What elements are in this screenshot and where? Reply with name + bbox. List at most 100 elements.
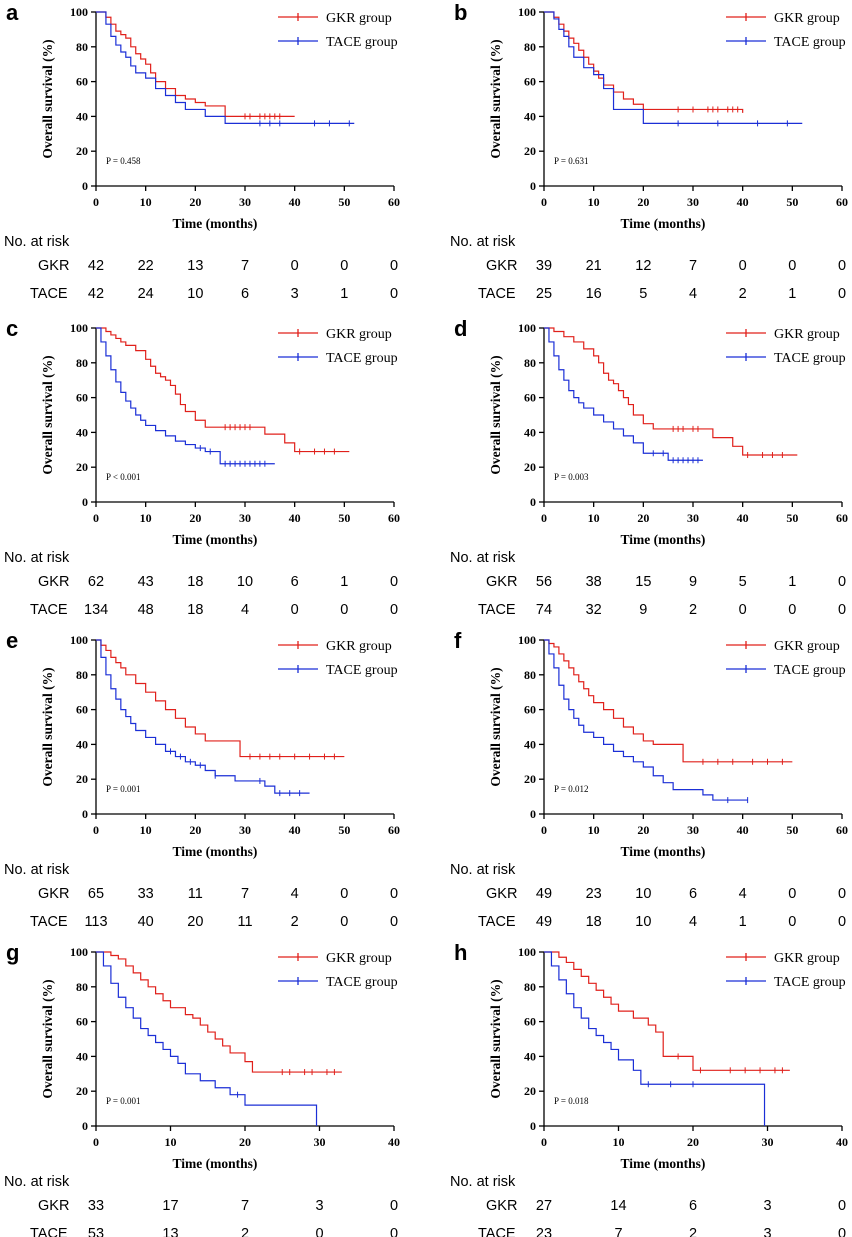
risk-value: 62 [87, 574, 105, 590]
y-tick-label: 20 [524, 772, 536, 786]
panel-letter: h [454, 940, 467, 965]
x-tick-label: 20 [637, 511, 649, 525]
risk-value: 48 [137, 602, 154, 618]
panel-letter: a [6, 0, 19, 25]
risk-value: 0 [389, 886, 399, 902]
risk-value: 0 [837, 1226, 847, 1237]
x-tick-label: 10 [165, 1135, 177, 1149]
risk-value: 0 [837, 886, 847, 902]
gkr-legend-label: GKR group [326, 639, 392, 654]
y-axis-label: Overall survival (%) [40, 355, 55, 474]
risk-value: 49 [535, 914, 553, 930]
y-tick-label: 100 [70, 945, 88, 959]
y-tick-label: 0 [530, 807, 536, 821]
x-tick-label: 30 [239, 823, 251, 837]
x-axis-label: Time (months) [173, 844, 258, 859]
x-tick-label: 30 [239, 511, 251, 525]
y-tick-label: 0 [82, 807, 88, 821]
y-axis-label: Overall survival (%) [488, 979, 503, 1098]
risk-value: 1 [340, 286, 349, 302]
x-tick-label: 10 [588, 511, 600, 525]
y-tick-label: 40 [76, 1049, 88, 1063]
x-axis-label: Time (months) [621, 1156, 706, 1171]
km-chart-a: a 0 20 40 60 80 100 0 10 20 30 40 50 60 Time (months) O… [6, 0, 400, 231]
km-panel-g: g 0 20 40 60 80 100 0 10 20 30 40 Time (months) Overa… [0, 940, 426, 1237]
y-tick-label: 60 [524, 391, 536, 405]
risk-value: 2 [290, 914, 299, 930]
x-axis-label: Time (months) [173, 532, 258, 547]
risk-value: 0 [340, 258, 349, 274]
km-panel-f: f 0 20 40 60 80 100 0 10 20 30 40 50 60 Time (months) O… [448, 628, 852, 930]
x-tick-label: 20 [189, 511, 201, 525]
risk-value: 2 [738, 286, 747, 302]
y-tick-label: 20 [524, 460, 536, 474]
km-chart-d: d 0 20 40 60 80 100 0 10 20 30 40 50 60 Time (months) O… [454, 316, 848, 547]
tace-survival-curve [96, 639, 310, 794]
y-tick-label: 20 [524, 144, 536, 158]
risk-value: 1 [738, 914, 747, 930]
x-tick-label: 0 [93, 1135, 99, 1149]
risk-table-title: No. at risk [450, 1174, 516, 1190]
x-tick-label: 60 [836, 823, 848, 837]
risk-row-label-gkr: GKR [38, 886, 70, 902]
risk-value: 27 [535, 1198, 553, 1214]
y-axis-label: Overall survival (%) [40, 979, 55, 1098]
x-tick-label: 40 [737, 511, 749, 525]
risk-value: 0 [389, 602, 399, 618]
risk-value: 32 [585, 602, 602, 618]
risk-value: 43 [137, 574, 154, 590]
x-axis-label: Time (months) [173, 1156, 258, 1171]
risk-value: 0 [315, 1226, 324, 1237]
risk-value: 2 [688, 1226, 698, 1237]
x-axis-label: Time (months) [621, 844, 706, 859]
x-tick-label: 40 [737, 195, 749, 209]
y-tick-label: 60 [76, 75, 88, 89]
x-tick-label: 0 [93, 195, 99, 209]
risk-value: 7 [240, 886, 250, 902]
x-tick-label: 0 [93, 511, 99, 525]
risk-value: 0 [340, 886, 349, 902]
risk-value: 3 [290, 286, 299, 302]
risk-value: 0 [389, 286, 399, 302]
x-tick-label: 40 [289, 195, 301, 209]
x-tick-label: 50 [338, 511, 350, 525]
risk-value: 0 [788, 886, 797, 902]
risk-row-label-tace: TACE [30, 602, 68, 618]
y-axis-label: Overall survival (%) [488, 667, 503, 786]
risk-value: 113 [84, 914, 108, 930]
p-value: P = 0.001 [106, 1096, 141, 1106]
risk-value: 13 [187, 258, 204, 274]
risk-value: 14 [610, 1198, 627, 1214]
tace-legend-label: TACE group [326, 35, 398, 50]
x-tick-label: 60 [388, 511, 400, 525]
risk-value: 5 [639, 286, 648, 302]
risk-value: 11 [187, 886, 203, 902]
risk-value: 40 [137, 914, 154, 930]
gkr-legend-label: GKR group [774, 951, 840, 966]
y-tick-label: 60 [76, 703, 88, 717]
risk-value: 33 [87, 1198, 105, 1214]
gkr-survival-curve [96, 11, 295, 117]
x-tick-label: 30 [239, 195, 251, 209]
km-panel-a: a 0 20 40 60 80 100 0 10 20 30 40 50 60 Time (months) O… [0, 0, 426, 302]
y-tick-label: 80 [76, 40, 88, 54]
risk-value: 7 [240, 258, 250, 274]
tace-legend-label: TACE group [774, 35, 846, 50]
risk-value: 0 [290, 258, 299, 274]
y-tick-label: 40 [524, 425, 536, 439]
x-axis-label: Time (months) [173, 216, 258, 231]
risk-row-label-gkr: GKR [486, 258, 518, 274]
y-tick-label: 80 [524, 668, 536, 682]
risk-row-label-gkr: GKR [486, 886, 518, 902]
x-tick-label: 10 [140, 195, 152, 209]
x-tick-label: 60 [836, 195, 848, 209]
risk-row-label-tace: TACE [30, 1226, 68, 1237]
y-tick-label: 100 [70, 5, 88, 19]
x-tick-label: 40 [289, 511, 301, 525]
risk-value: 4 [738, 886, 747, 902]
km-panel-h: h 0 20 40 60 80 100 0 10 20 30 40 Time (months) Overa… [448, 940, 852, 1237]
y-tick-label: 0 [82, 1119, 88, 1133]
km-chart-g: g 0 20 40 60 80 100 0 10 20 30 40 Time (months) Overa… [6, 940, 400, 1171]
risk-value: 6 [290, 574, 299, 590]
gkr-survival-curve [544, 639, 793, 763]
